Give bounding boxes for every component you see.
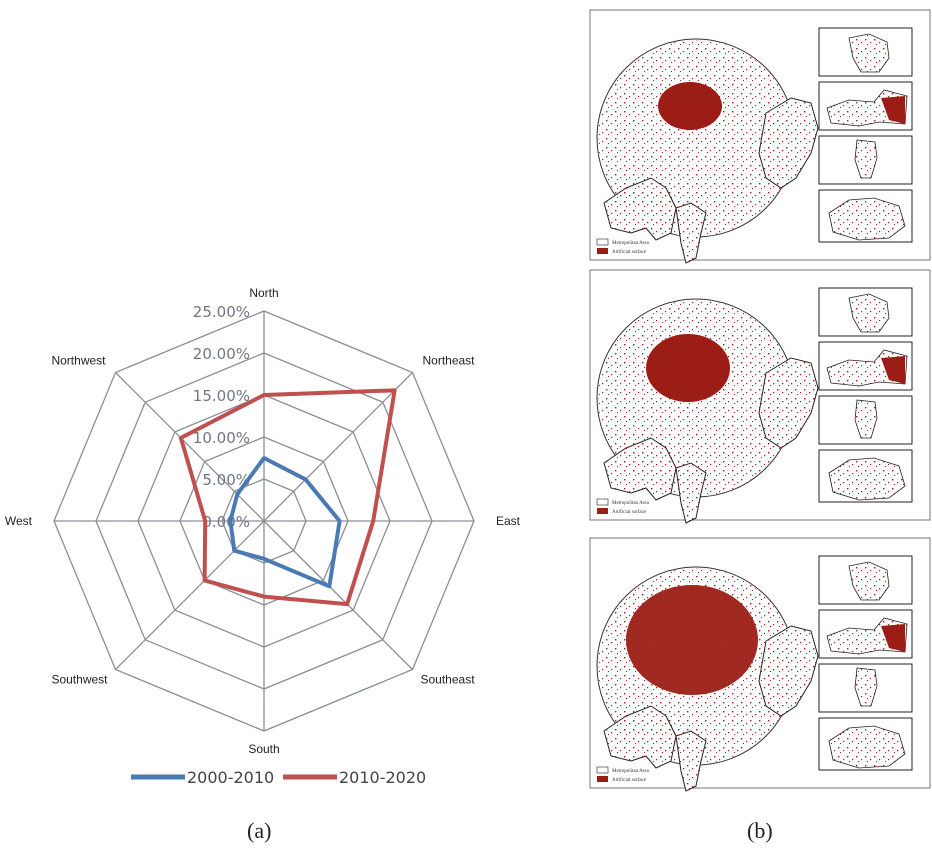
category-label-northeast: Northeast — [422, 354, 475, 368]
axis-southeast — [263, 520, 413, 670]
tick-label: 15.00% — [193, 387, 250, 405]
map-panel-2: Metropolitan Area Artificial surface — [589, 269, 931, 524]
legend-label-2010-2020: 2010-2020 — [339, 768, 426, 787]
category-label-southwest: Southwest — [51, 672, 108, 686]
category-label-south: South — [248, 742, 279, 756]
chart-legend: 2000-2010 2010-2020 — [131, 768, 426, 787]
tick-label: 20.00% — [193, 345, 250, 363]
radar-tick-labels: 0.00% 5.00% 10.00% 15.00% 20.00% 25.00% — [193, 303, 250, 531]
radar-axes — [54, 311, 474, 731]
caption-a: (a) — [247, 818, 271, 843]
category-label-north: North — [249, 286, 278, 300]
tick-label: 25.00% — [193, 303, 250, 321]
caption-b: (b) — [747, 818, 773, 843]
axis-southwest — [115, 520, 265, 670]
series-line-2010-2020 — [178, 388, 397, 607]
map-panel-1: Metropolitan Area Artificial surface — [589, 9, 931, 264]
legend-label-2000-2010: 2000-2010 — [187, 768, 274, 787]
tick-label: 5.00% — [202, 471, 250, 489]
map2-legend-artificial: Artificial surface — [612, 510, 647, 515]
radar-chart: 0.00% 5.00% 10.00% 15.00% 20.00% 25.00% North… — [5, 286, 521, 756]
axis-northwest — [115, 372, 265, 522]
map3-legend-artificial: Artificial surface — [612, 778, 647, 783]
map1-legend-metro: Metropolitan Area — [612, 241, 650, 246]
category-label-southeast: Southeast — [420, 672, 475, 686]
tick-label: 10.00% — [193, 429, 250, 447]
radar-series — [178, 388, 397, 607]
series-line-2000-2010 — [228, 456, 342, 589]
category-label-east: East — [496, 514, 521, 528]
axis-northeast — [263, 372, 413, 522]
category-label-west: West — [5, 514, 33, 528]
map3-legend-metro: Metropolitan Area — [612, 769, 650, 774]
tick-label: 0.00% — [202, 513, 250, 531]
map-panel-3: Metropolitan Area Artificial surface — [589, 537, 931, 792]
map2-legend-metro: Metropolitan Area — [612, 501, 650, 506]
category-label-northwest: Northwest — [51, 354, 106, 368]
radar-category-labels: North Northeast East Southeast South Southwes… — [5, 286, 521, 756]
map1-legend-artificial: Artificial surface — [612, 250, 647, 255]
